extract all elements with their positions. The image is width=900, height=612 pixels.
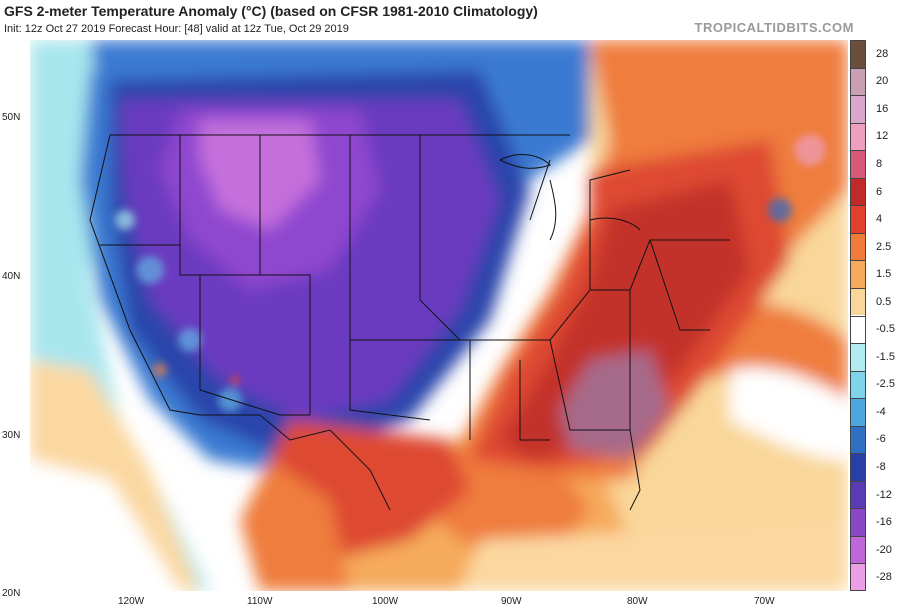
colorbar-label: -28 [876, 571, 892, 584]
colorbar-swatch [850, 150, 866, 178]
colorbar-swatch [850, 425, 866, 454]
colorbar-swatch [850, 315, 866, 344]
colorbar-swatch [850, 480, 866, 509]
colorbar-swatch [850, 177, 866, 206]
colorbar-label: 16 [876, 102, 889, 115]
colorbar-label: 4 [876, 213, 883, 226]
colorbar-label: 6 [876, 185, 883, 198]
lon-label-120w: 120W [118, 596, 145, 607]
colorbar-swatch [850, 122, 866, 151]
colorbar-label: 0.5 [876, 295, 892, 308]
colorbar-swatch [850, 67, 866, 96]
site-credit: TROPICALTIDBITS.COM [694, 20, 854, 35]
lon-label-110w: 110W [247, 596, 273, 607]
colorbar-swatch [850, 563, 866, 591]
lat-label-30n: 30N [2, 430, 21, 441]
colorbar-label: -4 [876, 405, 886, 418]
colorbar-label: -16 [876, 516, 892, 529]
colorbar-label: -6 [876, 433, 886, 446]
colorbar-label: 8 [876, 157, 883, 170]
colorbar-label: 20 [876, 75, 889, 88]
colorbar-swatch [850, 260, 866, 288]
colorbar-swatch [850, 453, 866, 481]
colorbar-legend: 28 20 16 12 8 6 4 2.5 1.5 0.5 -0.5 -1.5 -2.5 -4 -6 -8 -1… [850, 40, 900, 591]
map-title: GFS 2-meter Temperature Anomaly (°C) (ba… [4, 3, 538, 19]
colorbar-label: 1.5 [876, 268, 892, 281]
colorbar-label: -12 [876, 488, 892, 501]
lon-label-70w: 70W [754, 596, 775, 607]
colorbar-label: -0.5 [876, 323, 895, 336]
map-canvas [30, 40, 848, 591]
lon-label-100w: 100W [372, 596, 399, 607]
colorbar-swatch [850, 287, 866, 316]
map-subtitle: Init: 12z Oct 27 2019 Forecast Hour: [48… [4, 23, 349, 35]
colorbar-swatch [850, 343, 866, 371]
colorbar-label: -2.5 [876, 378, 895, 391]
colorbar-label: -8 [876, 461, 886, 474]
southeast-mauve [560, 350, 670, 460]
colorbar-label: -20 [876, 543, 892, 556]
colorbar-frame [850, 40, 866, 591]
colorbar-label: 12 [876, 130, 889, 143]
colorbar-swatch [850, 398, 866, 426]
colorbar-swatch [850, 205, 866, 233]
colorbar-swatch [850, 232, 866, 261]
political-borders [89, 134, 730, 511]
colorbar-swatch [850, 508, 866, 536]
colorbar-swatch [850, 370, 866, 399]
colorbar-label: -1.5 [876, 350, 895, 363]
colorbar-swatch [850, 95, 866, 123]
temperature-anomaly-map[interactable] [30, 40, 848, 591]
lat-label-50n: 50N [2, 112, 21, 123]
colorbar-swatch [850, 535, 866, 564]
lon-label-80w: 80W [627, 596, 648, 607]
colorbar-label: 2.5 [876, 240, 892, 253]
lon-label-90w: 90W [501, 596, 522, 607]
lat-label-40n: 40N [2, 271, 21, 282]
colorbar-label: 28 [876, 47, 889, 60]
lat-label-20n: 20N [2, 588, 21, 599]
